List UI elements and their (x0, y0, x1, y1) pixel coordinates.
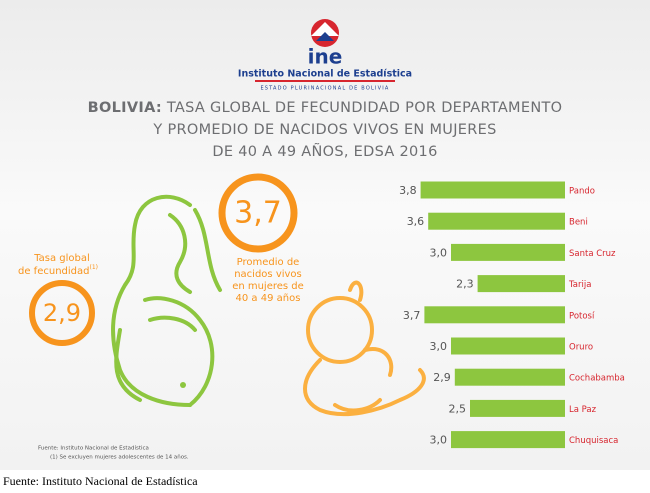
value-label: 2,3 (456, 278, 474, 291)
value-label: 3,6 (407, 215, 425, 228)
category-label: Pando (569, 187, 595, 197)
note: Fuente: Instituto Nacional de Estadístic… (38, 445, 149, 452)
bar (451, 337, 565, 355)
category-label: Oruro (569, 343, 593, 353)
highlight-ring (29, 280, 95, 346)
title-lead: BOLIVIA: (88, 100, 162, 116)
logo-text: ine (308, 45, 343, 69)
highlight-label: Tasa global (33, 253, 90, 264)
category-label: Tarija (568, 280, 591, 290)
background (0, 0, 650, 470)
highlight-label: en mujeres de (232, 281, 304, 292)
bar (420, 181, 565, 199)
title-text: TASA GLOBAL DE FECUNDIDAD POR DEPARTAMEN… (166, 100, 562, 116)
category-label: Potosí (569, 311, 595, 321)
bar (424, 306, 565, 324)
value-label: 3,0 (430, 246, 448, 259)
highlight-label: Promedio de (237, 257, 300, 268)
bar (477, 275, 565, 293)
note: (1) Se excluyen mujeres adolescentes de … (50, 455, 189, 461)
bar (470, 399, 565, 417)
category-label: Chuquisaca (569, 436, 618, 446)
highlight-label: de fecundidad(1) (18, 264, 98, 278)
highlight-value: 3,7 (234, 196, 282, 231)
bar (451, 431, 565, 449)
highlight-label: de fecundidad (18, 266, 89, 277)
value-label: 3,7 (403, 309, 421, 322)
baby-illustration (303, 280, 426, 417)
category-label: Cochabamba (569, 374, 625, 384)
value-label: 3,0 (430, 434, 448, 447)
title-line: BOLIVIA: TASA GLOBAL DE FECUNDIDAD POR D… (88, 100, 563, 116)
highlight-label: nacidos vivos (234, 269, 302, 280)
highlight-label: 40 a 49 años (236, 293, 301, 304)
bar (428, 212, 565, 230)
category-label: La Paz (569, 405, 597, 415)
bar-chart: 3,8 Pando 3,6 Beni 3,0 Santa Cruz 2,3 Tarija 3,7… (399, 181, 625, 449)
caption: Fuente: Instituto Nacional de Estadístic… (3, 474, 198, 488)
institution: Instituto Nacional de Estadística (238, 69, 412, 80)
value-label: 3,8 (399, 184, 417, 197)
value-label: 2,5 (449, 402, 467, 415)
state: ESTADO PLURINACIONAL DE BOLIVIA (260, 86, 389, 92)
title-line: Y PROMEDIO DE NACIDOS VIVOS EN MUJERES (152, 122, 496, 138)
logo: ine Instituto Nacional de Estadística ES… (238, 19, 412, 92)
note-marker: (1) (89, 264, 98, 271)
category-label: Beni (569, 218, 588, 228)
title-line: DE 40 A 49 AÑOS, EDSA 2016 (212, 143, 437, 160)
highlight-value: 2,9 (43, 299, 81, 327)
bar (454, 368, 565, 386)
value-label: 2,9 (433, 371, 451, 384)
category-label: Santa Cruz (569, 249, 616, 259)
value-label: 3,0 (430, 340, 448, 353)
bar (451, 243, 565, 261)
mother-illustration (111, 194, 222, 407)
highlight-ring (218, 173, 298, 253)
